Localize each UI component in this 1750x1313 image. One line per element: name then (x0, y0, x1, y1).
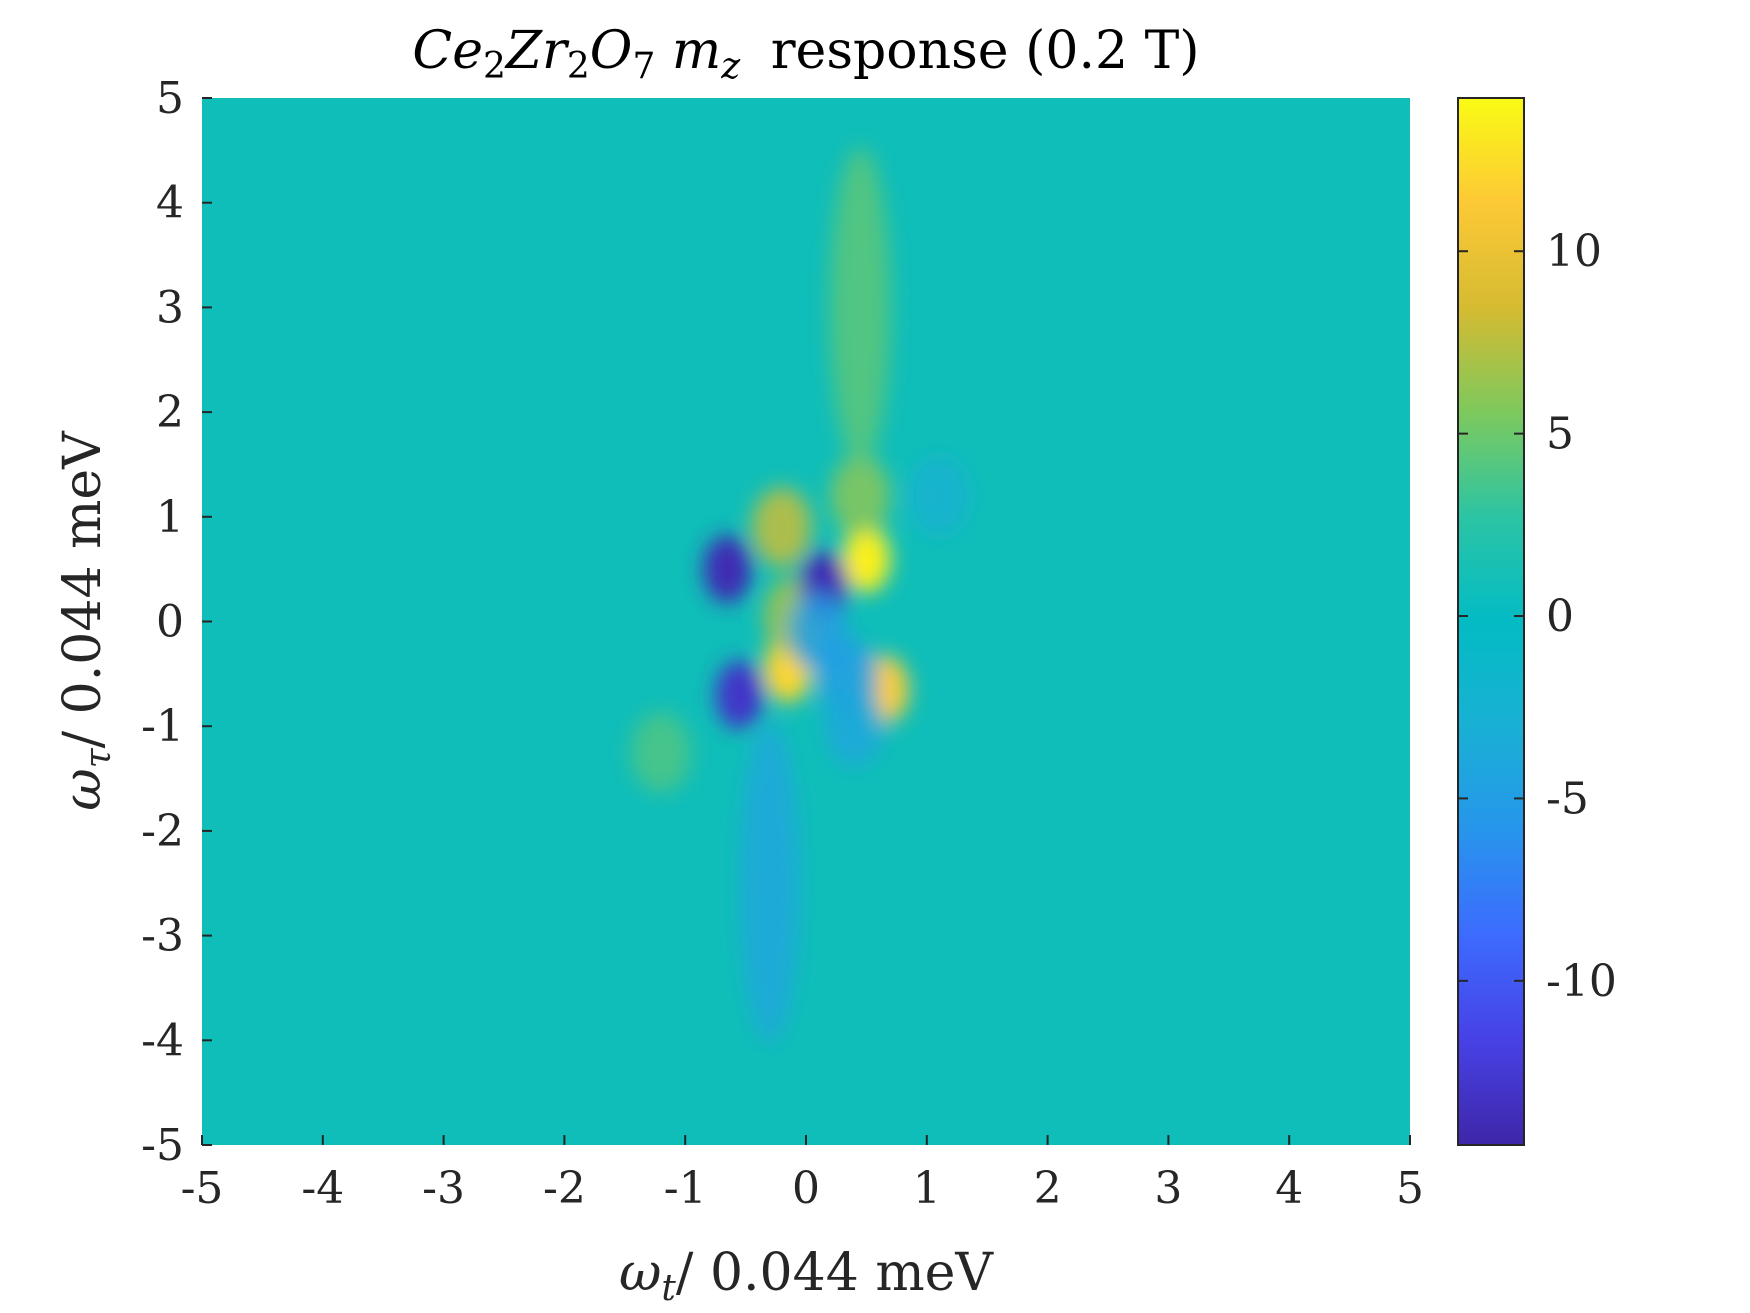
y-axis-subscript: τ (78, 747, 119, 768)
x-tick-label: -3 (422, 1163, 465, 1214)
x-axis-symbol: ω (619, 1243, 661, 1303)
x-axis-ticks: -5 -4 -3 -2 -1 0 1 2 3 4 5 (181, 1135, 1424, 1214)
chart-title: Ce2Zr2O7 mz response (0.2 T) (412, 21, 1199, 91)
y-tick-label: -4 (141, 1015, 184, 1066)
colorbar: -10 -5 0 5 10 (1457, 97, 1617, 1146)
title-formula-part: z (720, 46, 741, 87)
y-tick-label: 3 (156, 282, 184, 333)
y-tick-label: 2 (156, 387, 184, 438)
x-tick-label: -5 (181, 1163, 224, 1214)
heatmap-feature-8 (703, 535, 752, 604)
x-tick-label: 4 (1275, 1163, 1303, 1214)
y-tick-label: -2 (141, 806, 184, 857)
title-formula-part: 2 (483, 46, 506, 87)
y-tick-label: 1 (156, 492, 184, 543)
x-tick-label: -4 (301, 1163, 344, 1214)
y-tick-label: 4 (156, 178, 184, 229)
heatmap-feature-13 (824, 686, 885, 767)
title-formula-part: 2 (567, 46, 590, 87)
y-tick-label: 0 (156, 597, 184, 648)
heatmap-feature-3 (751, 487, 812, 568)
y-axis-ticks: -5 -4 -3 -2 -1 0 1 2 3 4 5 (141, 73, 212, 1171)
x-tick-label: -1 (664, 1163, 707, 1214)
colorbar-ticks: -10 -5 0 5 10 (1458, 226, 1617, 1007)
title-formula-part: m (655, 21, 721, 81)
title-formula-part: O (590, 21, 633, 81)
heatmap-feature-15 (908, 455, 969, 536)
plot-area (202, 98, 1410, 1145)
y-tick-label: 5 (156, 73, 184, 124)
x-tick-label: 1 (913, 1163, 941, 1214)
heatmap-feature-10 (715, 660, 764, 729)
colorbar-tick-label: -10 (1546, 956, 1617, 1007)
colorbar-gradient (1457, 97, 1525, 1146)
x-axis-subscript: t (661, 1268, 676, 1309)
x-tick-label: 3 (1154, 1163, 1182, 1214)
heatmap-features (631, 147, 969, 1044)
title-formula-part: Zr (504, 21, 570, 81)
x-tick-label: 0 (792, 1163, 820, 1214)
x-axis-unit: / 0.044 meV (676, 1243, 995, 1303)
heatmap-feature-0 (842, 524, 891, 593)
heatmap-feature-7 (830, 147, 891, 468)
heatmap-feature-6 (631, 712, 692, 793)
title-formula-part: 7 (632, 46, 655, 87)
colorbar-tick-label: 10 (1546, 226, 1602, 277)
y-tick-label: -5 (141, 1120, 184, 1171)
title-suffix: response (0.2 T) (771, 21, 1200, 81)
title-formula: Ce2Zr2O7 mz (412, 21, 741, 87)
x-axis-label: ωt/ 0.044 meV (619, 1243, 994, 1309)
y-axis-symbol: ω (53, 768, 113, 810)
heatmap-feature-5 (830, 455, 891, 536)
y-tick-label: -3 (141, 911, 184, 962)
colorbar-tick-label: -5 (1546, 773, 1589, 824)
title-formula-part: Ce (412, 21, 483, 81)
x-tick-label: 2 (1034, 1163, 1062, 1214)
y-axis-unit: / 0.044 meV (53, 430, 113, 749)
x-tick-label: -2 (543, 1163, 586, 1214)
colorbar-tick-label: 5 (1546, 409, 1574, 460)
colorbar-tick-label: 0 (1546, 591, 1574, 642)
y-axis-label: ωτ/ 0.044 meV (53, 430, 119, 811)
heatmap-feature-14 (739, 723, 800, 1044)
x-tick-label: 5 (1396, 1163, 1424, 1214)
y-tick-label: -1 (141, 701, 184, 752)
